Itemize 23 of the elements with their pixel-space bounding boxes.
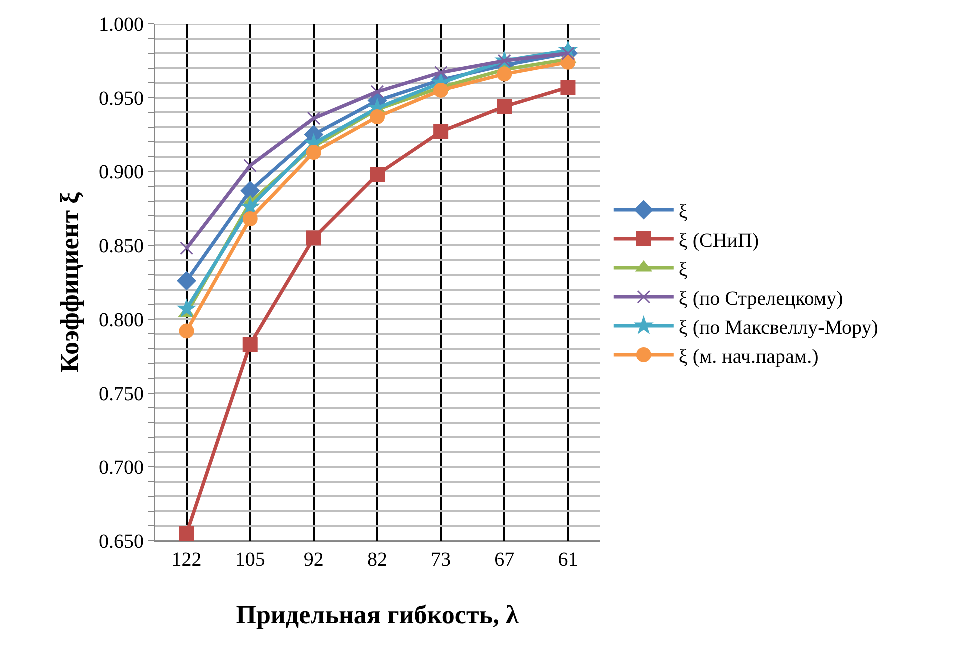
x-tick-label: 73 — [431, 549, 452, 571]
legend-label: ξ — [678, 200, 688, 223]
x-tick-label: 122 — [172, 549, 202, 571]
legend-label: ξ (по Максвеллу-Мору) — [678, 316, 878, 339]
legend-label: ξ (м. нач.парам.) — [678, 346, 819, 368]
x-tick-label: 67 — [494, 549, 515, 571]
y-tick-label: 0.750 — [99, 383, 144, 406]
legend-label: ξ (по Стрелецкому) — [678, 288, 844, 310]
x-tick-label: 61 — [558, 549, 578, 571]
y-tick-label: 0.650 — [99, 531, 144, 553]
y-tick-label: 0.850 — [99, 236, 144, 258]
y-tick-label: 1.000 — [99, 14, 144, 36]
y-tick-label: 0.700 — [99, 457, 144, 480]
y-tick-label: 0.800 — [99, 309, 144, 332]
y-tick-label: 0.900 — [99, 162, 144, 184]
legend-label: ξ — [678, 258, 688, 281]
x-tick-label: 82 — [368, 549, 388, 571]
x-tick-label: 105 — [235, 549, 266, 571]
y-tick-label: 0.950 — [99, 88, 144, 110]
legend-label: ξ (СНиП) — [678, 230, 760, 252]
x-axis-title: Придельная гибкость, λ — [236, 600, 519, 630]
y-axis-title: Коэффициент ξ — [55, 192, 84, 373]
x-tick-label: 92 — [304, 549, 324, 571]
